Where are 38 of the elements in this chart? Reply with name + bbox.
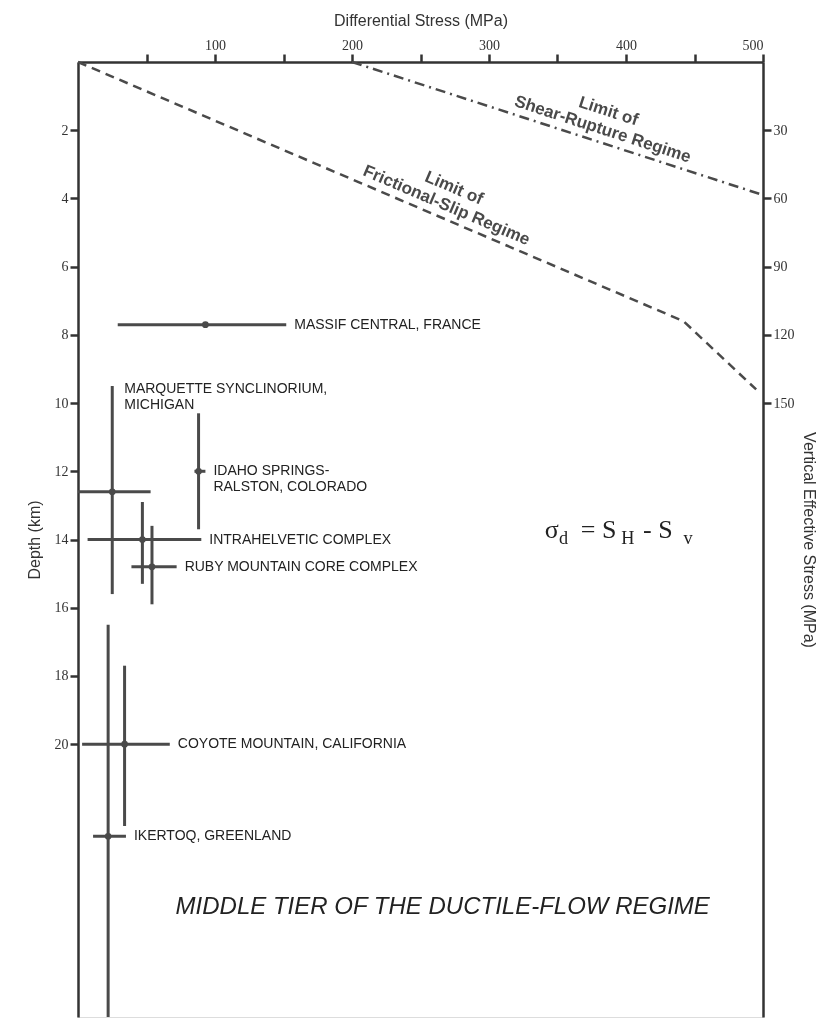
y-tick-label: 12 <box>54 463 69 479</box>
y-tick-label: 2 <box>61 122 69 138</box>
y2-tick-label: 60 <box>773 190 788 206</box>
y2-tick-label: 30 <box>773 122 788 138</box>
y2-tick-label: 150 <box>773 395 795 411</box>
x-tick-label: 400 <box>616 37 637 53</box>
y-tick-label: 6 <box>61 259 69 275</box>
x-tick-label: 300 <box>479 37 500 53</box>
y-axis-title: Depth (km) <box>25 500 43 580</box>
x-tick-label: 500 <box>742 37 764 53</box>
y-tick-label: 16 <box>54 600 69 616</box>
annotation: MARQUETTE SYNCLINORIUM, MICHIGAN <box>124 380 328 413</box>
annotation: INTRAHELVETIC COMPLEX <box>209 530 392 547</box>
point <box>139 536 146 543</box>
y-tick-label: 14 <box>54 532 69 547</box>
point <box>202 321 209 328</box>
annotation: IKERTOQ, GREENLAND <box>133 827 292 844</box>
annotation: COYOTE MOUNTAIN, CALIFORNIA <box>177 735 407 752</box>
y-tick-label: 18 <box>54 668 69 684</box>
annotation: IDAHO SPRINGS- RALSTON, COLORADO <box>213 462 368 495</box>
annotation: MIDDLE TIER OF THE DUCTILE-FLOW REGIME <box>175 892 711 920</box>
annotation: RUBY MOUNTAIN CORE COMPLEX <box>184 557 419 574</box>
x-tick-label: 100 <box>205 37 226 53</box>
y-tick-label: 8 <box>61 327 69 343</box>
y-tick-label: 4 <box>61 190 69 206</box>
point <box>108 488 116 496</box>
annotation: MASSIF CENTRAL, FRANCE <box>294 315 481 332</box>
x-tick-label: 200 <box>342 37 363 53</box>
x-axis-title: Differential Stress (MPa) <box>334 11 508 29</box>
y2-axis-title: Vertical Effective Stress (MPa) <box>800 432 818 648</box>
point <box>148 563 156 571</box>
y2-tick-label: 120 <box>773 327 795 343</box>
y2-tick-label: 90 <box>773 259 788 275</box>
point <box>195 467 202 475</box>
y-tick-label: 10 <box>54 395 69 411</box>
y-tick-label: 20 <box>54 736 69 752</box>
point <box>121 740 128 748</box>
point <box>104 832 112 840</box>
